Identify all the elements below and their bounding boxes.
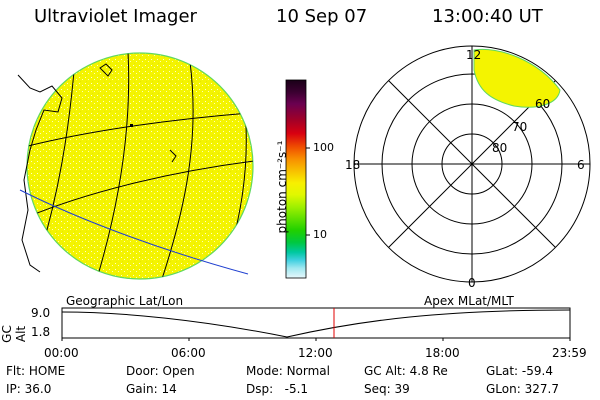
status-ip: IP: 36.0	[6, 382, 52, 396]
altitude-strip	[61, 307, 571, 341]
x-tick-0000: 00:00	[44, 346, 79, 360]
status-gc-alt: GC Alt: 4.8 Re	[364, 364, 448, 378]
status-flt: Flt: HOME	[6, 364, 66, 378]
date-label: 10 Sep 07	[276, 6, 368, 27]
geographic-map	[17, 52, 254, 280]
status-glon: GLon: 327.7	[486, 382, 559, 396]
auroral-oval	[473, 48, 561, 108]
coastline	[17, 74, 63, 273]
mlt-12-label: 12	[466, 48, 482, 62]
altitude-ylabel: GC Alt	[0, 325, 28, 343]
terminator-line	[19, 189, 249, 275]
colorbar-tick-10: 10	[313, 228, 327, 241]
apex-caption: Apex MLat/MLT	[424, 294, 514, 308]
x-tick-0600: 06:00	[171, 346, 206, 360]
status-glat: GLat: -59.4	[486, 364, 553, 378]
x-tick-2359: 23:59	[552, 346, 587, 360]
altitude-ytop: 9.0	[31, 306, 51, 320]
time-label: 13:00:40 UT	[432, 6, 543, 27]
status-dsp: Dsp: -5.1	[246, 382, 309, 396]
instrument-title: Ultraviolet Imager	[34, 6, 197, 27]
status-door: Door: Open	[126, 364, 195, 378]
status-gain: Gain: 14	[126, 382, 177, 396]
altitude-curve	[61, 309, 571, 338]
mlat-60-label: 60	[535, 97, 551, 111]
geographic-caption: Geographic Lat/Lon	[66, 294, 184, 308]
colorbar-unit-label: photon cm⁻²s⁻¹	[275, 140, 289, 234]
mlat-80-label: 80	[492, 141, 508, 155]
mlt-18-label: 18	[345, 158, 361, 172]
x-tick-1200: 12:00	[298, 346, 333, 360]
mlat-70-label: 70	[512, 120, 528, 134]
polar-plot	[353, 45, 591, 283]
colorbar-tick-100: 100	[313, 141, 334, 154]
status-mode: Mode: Normal	[246, 364, 330, 378]
mlt-6-label: 6	[577, 158, 585, 172]
x-tick-1800: 18:00	[425, 346, 460, 360]
mlt-0-label: 0	[468, 276, 476, 290]
altitude-ybottom: 1.8	[31, 325, 51, 339]
status-seq: Seq: 39	[364, 382, 410, 396]
colorbar	[285, 79, 310, 279]
